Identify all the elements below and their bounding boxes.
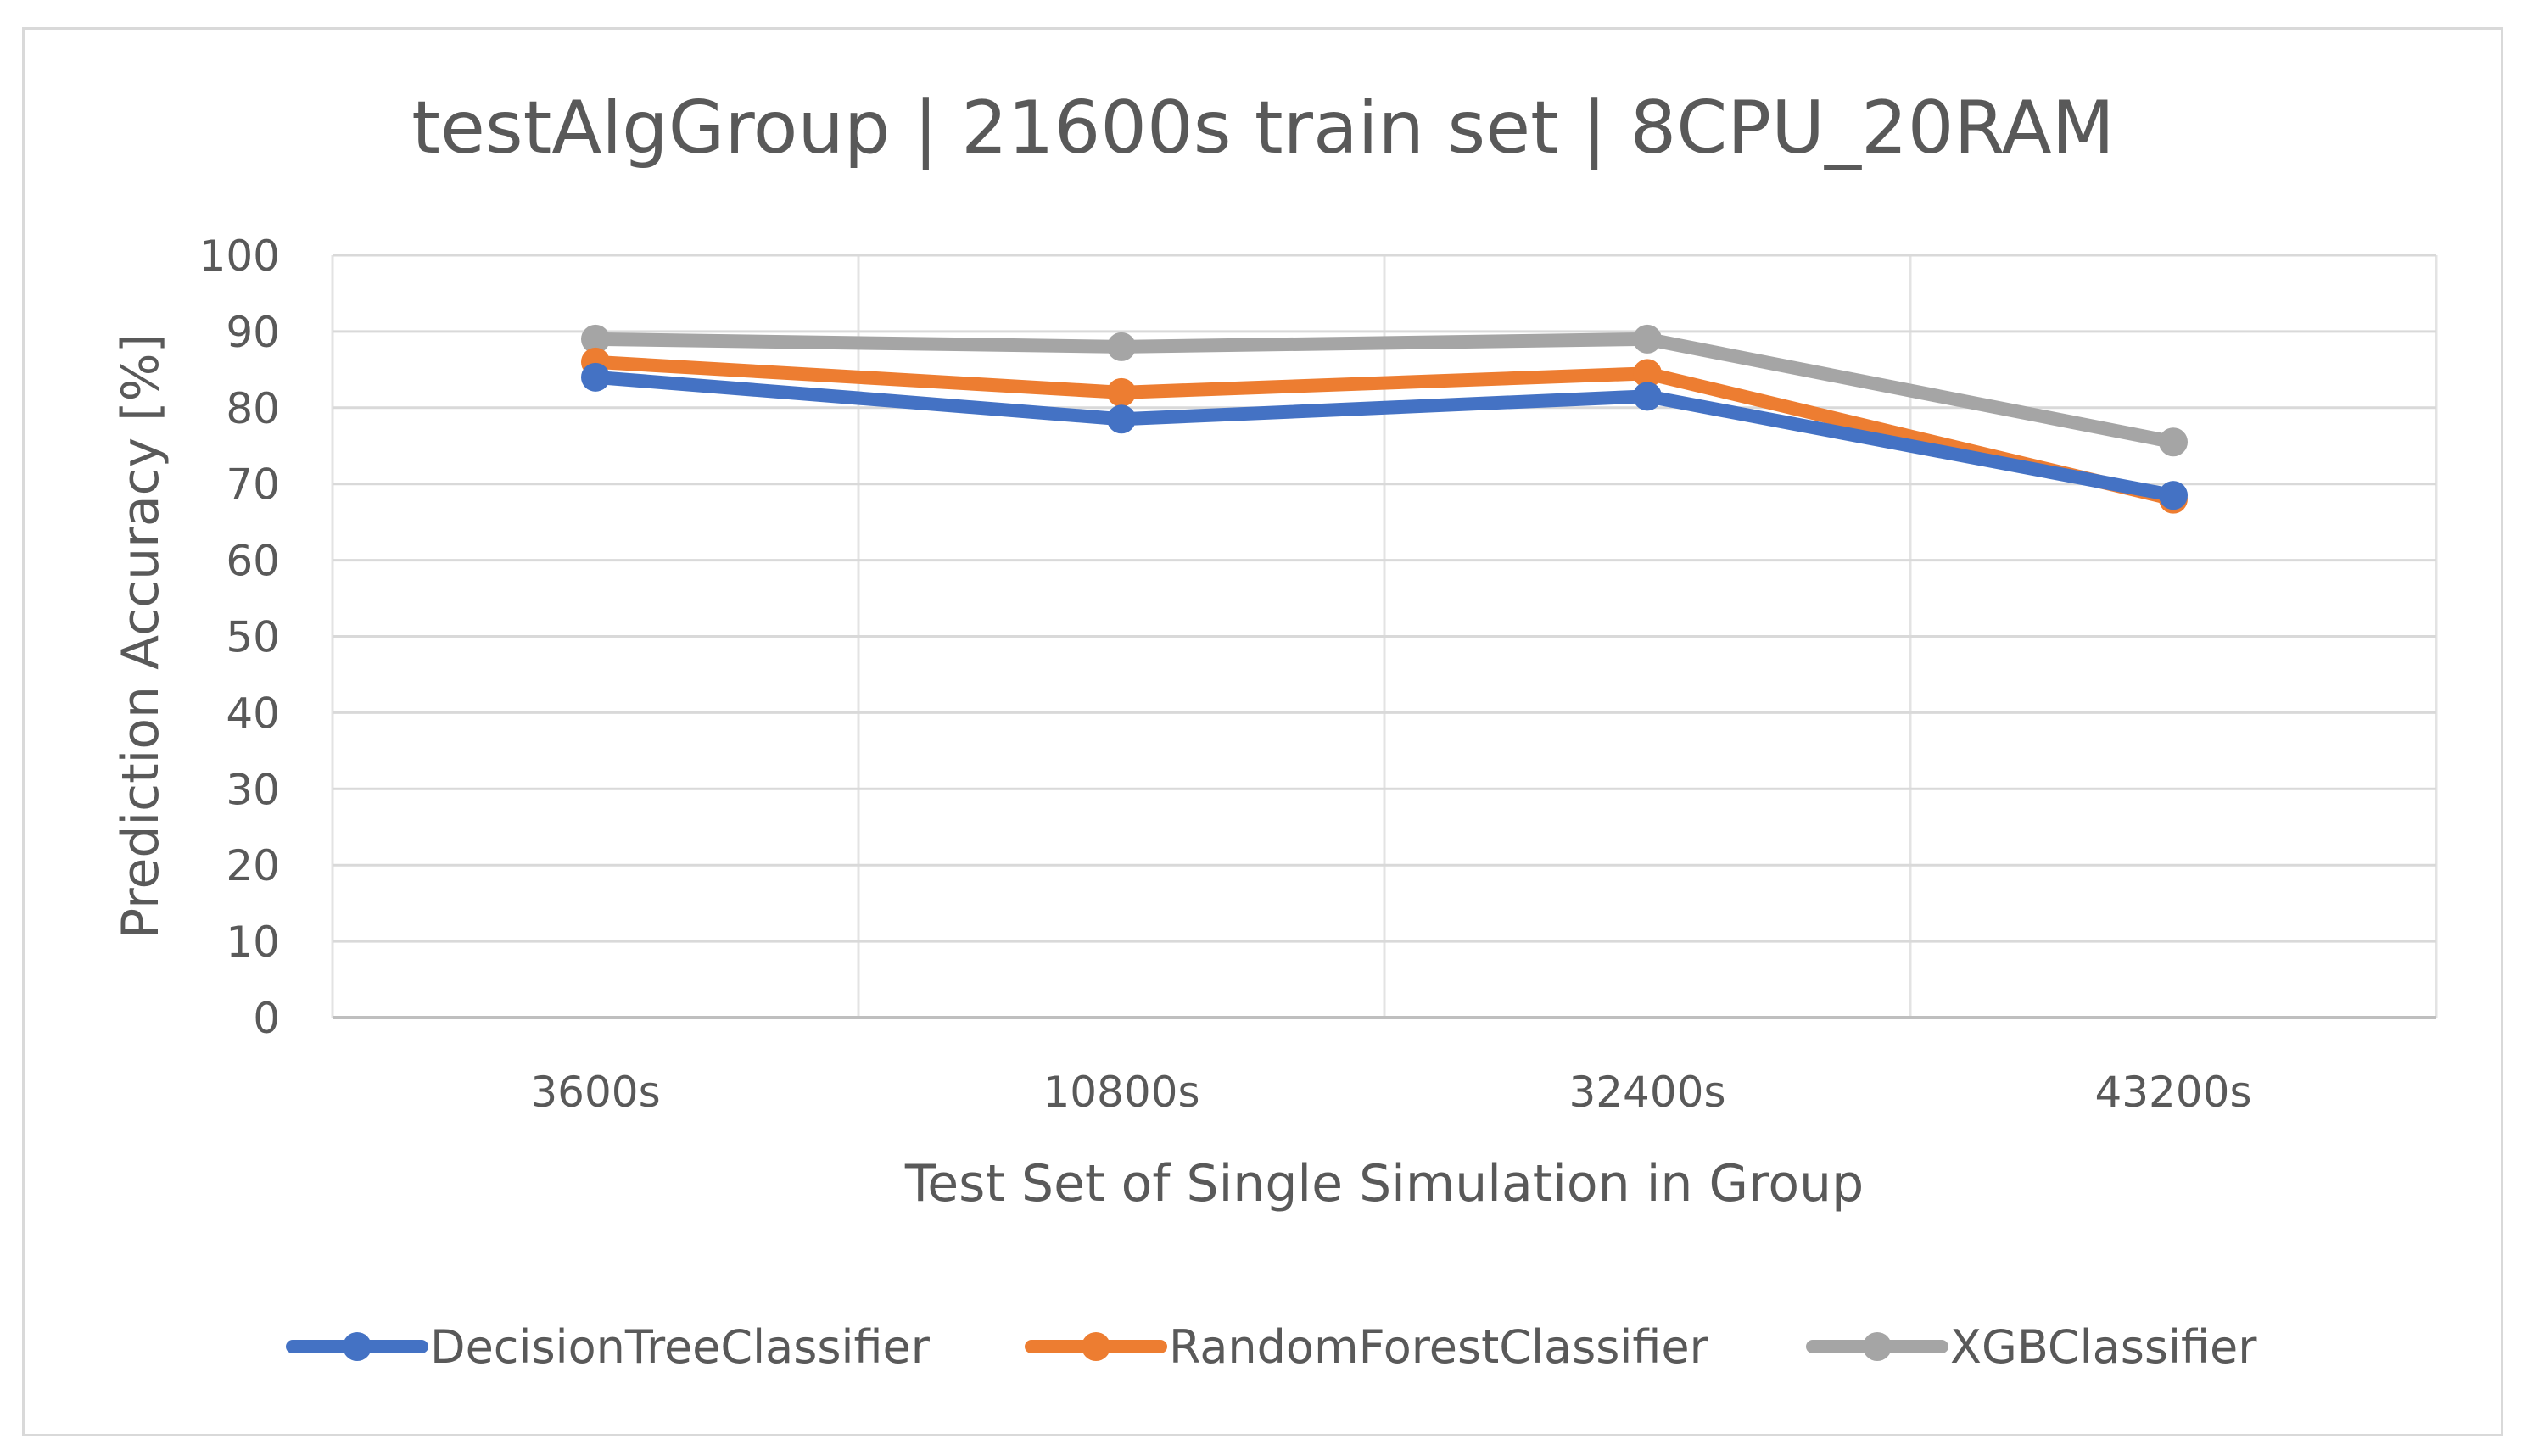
data-point: [581, 324, 610, 354]
legend-label: RandomForestClassifier: [1169, 1320, 1709, 1374]
series-line: [589, 332, 2180, 449]
series-layer: [581, 324, 2188, 514]
data-point: [1107, 404, 1136, 434]
data-point: [1633, 324, 1662, 354]
series-line: [589, 354, 2180, 506]
x-tick-label: 43200s: [2094, 1068, 2251, 1117]
x-tick-label: 3600s: [530, 1068, 660, 1117]
y-tick-label: 40: [226, 689, 280, 738]
data-point: [581, 362, 610, 392]
chart-title: testAlgGroup | 21600s train set | 8CPU_2…: [411, 86, 2115, 170]
y-tick-label: 50: [226, 613, 280, 662]
legend-swatch-marker: [1863, 1332, 1892, 1361]
y-tick-label: 80: [226, 384, 280, 433]
data-point: [1107, 377, 1136, 407]
data-point: [2159, 427, 2188, 457]
legend-swatch-marker: [1082, 1332, 1110, 1361]
x-axis-ticks: 3600s 10800s 32400s 43200s: [530, 1068, 2251, 1117]
y-tick-label: 20: [226, 841, 280, 890]
y-tick-label: 0: [253, 994, 280, 1043]
data-point: [1633, 359, 1662, 388]
y-tick-label: 100: [199, 232, 280, 281]
data-point: [2159, 481, 2188, 510]
series-line: [589, 370, 2180, 503]
y-axis-ticks: 0 10 20 30 40 50 60 70 80 90 100: [199, 232, 280, 1043]
x-tick-label: 32400s: [1568, 1068, 1725, 1117]
x-axis-title: Test Set of Single Simulation in Group: [904, 1154, 1864, 1213]
y-tick-label: 60: [226, 537, 280, 586]
legend-label: DecisionTreeClassifier: [430, 1320, 931, 1374]
y-tick-label: 70: [226, 460, 280, 510]
y-tick-label: 10: [226, 918, 280, 967]
y-tick-label: 30: [226, 765, 280, 814]
data-point: [1107, 332, 1136, 361]
x-tick-label: 10800s: [1043, 1068, 1199, 1117]
chart-frame: [22, 27, 2503, 1436]
y-tick-label: 90: [226, 308, 280, 357]
data-point: [1633, 382, 1662, 411]
legend-swatch-marker: [343, 1332, 372, 1361]
y-axis-title: Prediction Accuracy [%]: [111, 333, 171, 939]
legend: DecisionTreeClassifier RandomForestClassi…: [286, 1320, 2257, 1374]
grid-layer: [331, 254, 2438, 1019]
legend-label: XGBClassifier: [1950, 1320, 2257, 1374]
